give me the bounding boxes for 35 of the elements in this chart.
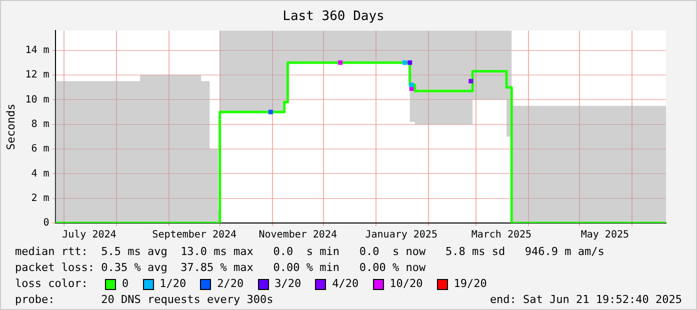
- x-tick-label: May 2025: [580, 230, 630, 241]
- point: [402, 60, 408, 65]
- point: [409, 82, 414, 88]
- text: median rtt: 5.5 ms avg 13.0 ms max 0.0 s min 0.0 s now 5.8 ms sd 946.9 m am/s: [15, 244, 606, 260]
- legend-title: loss color:: [15, 276, 89, 292]
- y-tick-label: 4 m: [31, 168, 50, 180]
- point: [409, 86, 414, 91]
- point: [468, 78, 474, 84]
- text: probe: 20 DNS requests every 300s: [15, 292, 274, 308]
- y-tick-label: 8 m: [31, 118, 50, 130]
- legend-label: 0: [122, 276, 129, 292]
- y-tick-label: 14 m: [25, 44, 50, 56]
- x-tick-label: July 2024: [62, 230, 116, 241]
- point: [408, 60, 412, 65]
- x-tick-label: January 2025: [365, 230, 438, 241]
- legend-label: 19/20: [454, 276, 487, 292]
- y-tick-label: 6 m: [31, 144, 50, 155]
- legend-label: 4/20: [332, 276, 359, 292]
- y-tick-label: 2 m: [31, 192, 50, 204]
- point: [268, 110, 273, 114]
- y-tick-label: 12 m: [25, 70, 50, 81]
- text: packet loss: 0.35 % avg 37.85 % max 0.00 % min 0.00 % now: [15, 260, 427, 276]
- y-tick-label: 0: [43, 218, 50, 229]
- x-tick-label: November 2024: [258, 230, 338, 241]
- point: [338, 60, 343, 65]
- legend-label: 1/20: [160, 276, 186, 292]
- legend-label: 2/20: [217, 276, 244, 292]
- legend-label: 3/20: [274, 276, 302, 292]
- x-tick-label: September 2024: [152, 230, 237, 241]
- chart-title: Last 360 Days: [282, 9, 384, 24]
- text: end: Sat Jun 21 19:52:40 2025: [490, 292, 682, 308]
- y-axis-title: Seconds: [4, 104, 18, 150]
- x-tick-label: March 2025: [471, 230, 532, 241]
- y-tick-label: 10 m: [25, 94, 50, 106]
- legend-label: 10/20: [390, 276, 423, 292]
